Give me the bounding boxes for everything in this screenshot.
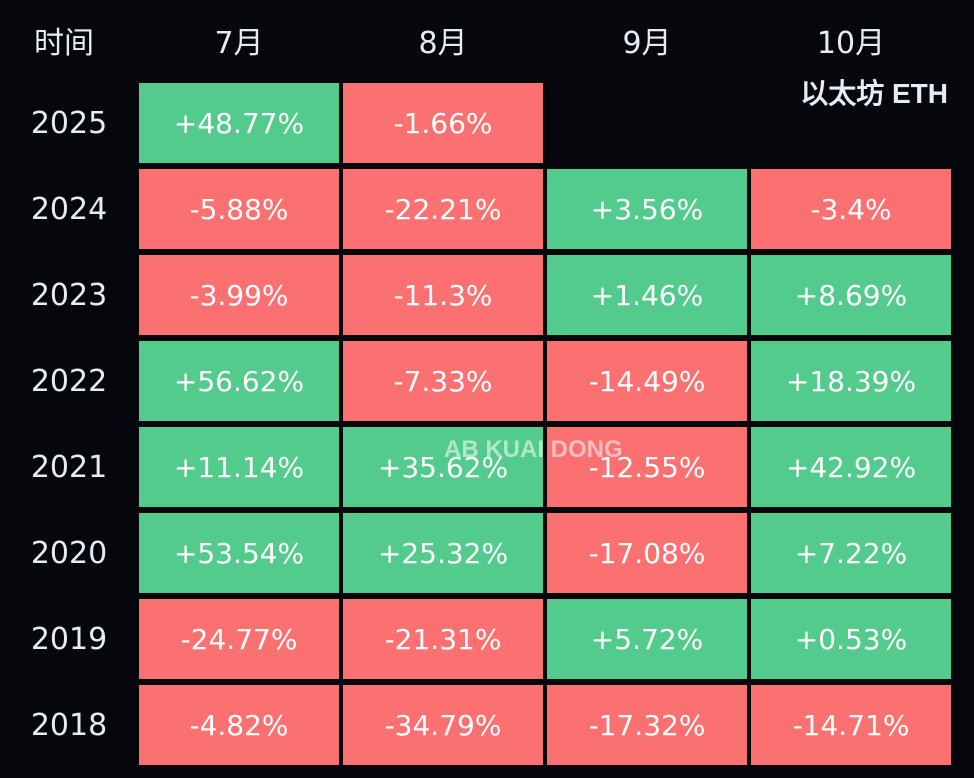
column-header: 8月 [418, 26, 468, 61]
return-cell: +48.77% [139, 83, 339, 163]
return-cell: -14.49% [547, 341, 747, 421]
return-cell: +56.62% [139, 341, 339, 421]
return-cell: -17.08% [547, 513, 747, 593]
row-year-label: 2023 [30, 277, 108, 313]
column-header: 9月 [622, 26, 672, 61]
brand-label: 以太坊 ETH [800, 78, 948, 109]
return-cell: -22.21% [343, 169, 543, 249]
return-cell: +1.46% [547, 255, 747, 335]
return-cell: -3.99% [139, 255, 339, 335]
column-header: 10月 [816, 26, 886, 61]
row-year-label: 2025 [30, 105, 108, 141]
return-cell: +11.14% [139, 427, 339, 507]
return-cell: -14.71% [751, 685, 951, 765]
return-cell: +3.56% [547, 169, 747, 249]
return-cell: +7.22% [751, 513, 951, 593]
return-cell: +0.53% [751, 599, 951, 679]
return-cell: -21.31% [343, 599, 543, 679]
return-cell: -5.88% [139, 169, 339, 249]
return-cell: -7.33% [343, 341, 543, 421]
return-cell: -12.55% [547, 427, 747, 507]
return-cell: -4.82% [139, 685, 339, 765]
return-cell: +53.54% [139, 513, 339, 593]
return-cell: -3.4% [751, 169, 951, 249]
column-header: 7月 [214, 26, 264, 61]
row-year-label: 2024 [30, 191, 108, 227]
return-cell: -24.77% [139, 599, 339, 679]
return-cell: -17.32% [547, 685, 747, 765]
return-cell: +42.92% [751, 427, 951, 507]
row-year-label: 2019 [30, 621, 108, 657]
return-cell: +35.62% [343, 427, 543, 507]
return-cell: -34.79% [343, 685, 543, 765]
return-cell: -1.66% [343, 83, 543, 163]
return-cell: +18.39% [751, 341, 951, 421]
row-year-label: 2020 [30, 535, 108, 571]
row-year-label: 2022 [30, 363, 108, 399]
return-cell: +5.72% [547, 599, 747, 679]
corner-label: 时间 [34, 26, 94, 61]
row-year-label: 2018 [30, 707, 108, 743]
return-cell: +8.69% [751, 255, 951, 335]
row-year-label: 2021 [30, 449, 108, 485]
return-cell: +25.32% [343, 513, 543, 593]
return-cell: -11.3% [343, 255, 543, 335]
